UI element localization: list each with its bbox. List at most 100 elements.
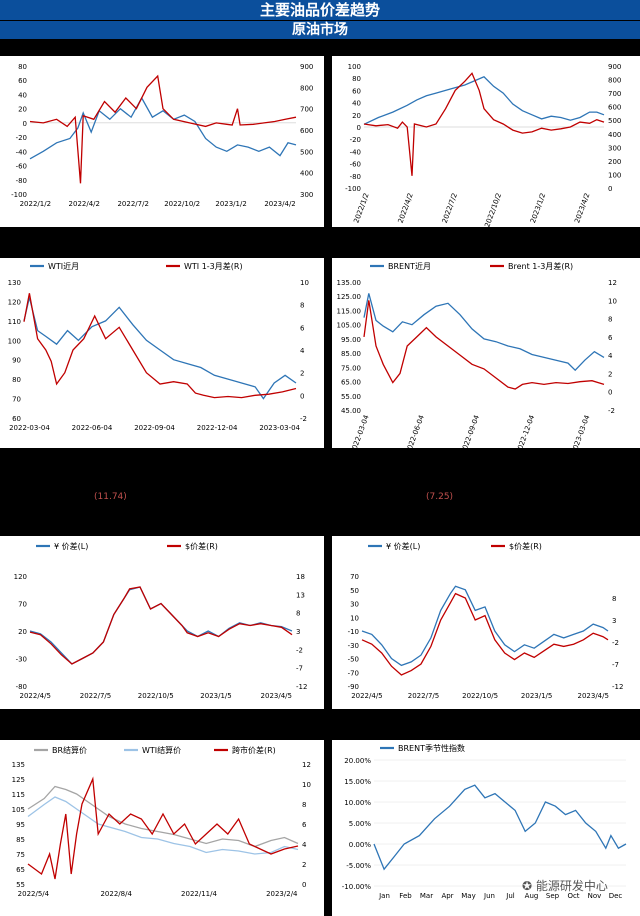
y2-tick-label: -7 — [296, 665, 303, 673]
y-tick-label: -60 — [350, 161, 361, 169]
x-tick-label: 2022-03-04 — [9, 424, 50, 432]
x-tick-label: Oct — [567, 892, 579, 900]
y2-tick-label: 3 — [296, 628, 300, 636]
x-tick-label: 2022/11/4 — [181, 890, 217, 898]
y-tick-label: 75 — [16, 851, 25, 859]
x-tick-label: May — [461, 892, 475, 900]
y-tick-label: -20 — [350, 136, 361, 144]
y2-tick-label: 400 — [608, 131, 621, 139]
y-tick-label: 20 — [352, 112, 361, 120]
x-tick-label: 2022-06-04 — [404, 413, 426, 448]
y-tick-label: -80 — [16, 683, 27, 691]
y-tick-label: 50 — [350, 587, 359, 595]
chart-panel-5: 120 70 20 -30 -80 18 13 8 3 -2 -7 -12 2022/4/5 2022/7… — [0, 536, 324, 709]
y2-tick-label: 2 — [302, 861, 306, 869]
y-tick-label: 85.00 — [341, 350, 361, 358]
x-tick-label: 2023/1/5 — [521, 692, 552, 700]
y2-tick-label: 800 — [608, 77, 621, 85]
y-tick-label: 125 — [12, 776, 25, 784]
y2-tick-label: 8 — [302, 801, 306, 809]
chart-panel-6: 70 50 30 10 -10 -30 -50 -70 -90 8 3 -2 -7 -12 2022/4/5… — [332, 536, 640, 709]
legend-label: BR结算价 — [52, 745, 87, 755]
x-tick-label: Jun — [483, 892, 495, 900]
legend-label: $价差(R) — [185, 541, 218, 551]
legend-label: WTI结算价 — [142, 745, 181, 755]
series-line-0 — [373, 784, 627, 871]
x-tick-label: 2023/1/2 — [215, 200, 246, 208]
x-tick-label: Sep — [546, 892, 560, 900]
chart-panel-4: 135.00 125.00 115.00 105.00 95.00 85.00 75.00 6… — [332, 258, 640, 448]
y2-tick-label: 6 — [608, 334, 613, 342]
x-tick-label: 2022-09-04 — [460, 413, 482, 448]
y-tick-label: -30 — [348, 642, 359, 650]
y-tick-label: 80 — [352, 75, 361, 83]
x-tick-label: Dec — [609, 892, 623, 900]
y-tick-label: -40 — [350, 148, 361, 156]
legend-label: Brent 1-3月差(R) — [508, 261, 573, 271]
y-tick-label: -80 — [350, 173, 361, 181]
y-tick-label: -100 — [345, 185, 361, 193]
x-tick-label: 2022-12-04 — [515, 413, 537, 448]
y-tick-label: 40 — [18, 91, 27, 99]
y-tick-label: 125.00 — [337, 293, 362, 301]
y-tick-label: -5.00% — [346, 862, 371, 870]
series-line-0 — [363, 76, 605, 125]
y2-tick-label: 10 — [300, 279, 309, 287]
x-tick-label: Apr — [441, 892, 453, 900]
y-tick-label: 45.00 — [341, 407, 361, 415]
y2-tick-label: 10 — [302, 781, 311, 789]
y-tick-label: 55 — [16, 881, 25, 889]
y2-tick-label: 2 — [608, 370, 612, 378]
y-tick-label: 120 — [14, 573, 27, 581]
y-tick-label: 100 — [348, 63, 361, 71]
y-tick-label: -90 — [348, 683, 359, 691]
legend-label: WTI 1-3月差(R) — [184, 261, 243, 271]
series-line-1 — [29, 586, 293, 665]
series-line-0 — [363, 293, 605, 372]
y-tick-label: -50 — [348, 656, 359, 664]
y2-tick-label: 400 — [300, 170, 313, 178]
y2-tick-label: -12 — [296, 683, 307, 691]
y2-tick-label: -12 — [612, 683, 623, 691]
chart-c6: 70 50 30 10 -10 -30 -50 -70 -90 8 3 -2 -7 -12 2022/4/5… — [348, 541, 624, 700]
series-line-1 — [361, 592, 609, 676]
y2-tick-label: 8 — [612, 595, 616, 603]
y2-tick-label: 600 — [300, 127, 313, 135]
y-tick-label: 0 — [23, 120, 27, 128]
x-tick-label: 2022/8/4 — [100, 890, 132, 898]
x-tick-label: 2022/5/4 — [18, 890, 50, 898]
x-tick-label: Feb — [399, 892, 412, 900]
chart-panel-7: 135 125 115 105 95 85 75 65 55 12 10 8 6 4 2 0 2022/5/4 2… — [0, 740, 324, 916]
x-tick-label: Aug — [525, 892, 539, 900]
x-tick-label: Jul — [505, 892, 515, 900]
y-tick-label: -20 — [16, 134, 27, 142]
legend-label: ¥ 价差(L) — [386, 541, 420, 551]
y2-tick-label: 0 — [608, 389, 612, 397]
series-line-0 — [361, 585, 609, 667]
y2-tick-label: 18 — [296, 573, 305, 581]
y2-tick-label: 0 — [302, 881, 306, 889]
x-tick-label: 2023/2/4 — [266, 890, 298, 898]
y2-tick-label: 4 — [302, 841, 307, 849]
y2-tick-label: 900 — [300, 63, 313, 71]
y-tick-label: 90 — [12, 357, 21, 365]
chart-panel-3: 130 120 110 100 90 80 70 60 10 8 6 4 2 0 -2 2022-03-04 2… — [0, 258, 324, 448]
x-tick-label: 2023-03-04 — [259, 424, 300, 432]
chart-c5: 120 70 20 -30 -80 18 13 8 3 -2 -7 -12 2022/4/5 2022/7… — [14, 541, 308, 700]
y-tick-label: 0.00% — [349, 841, 372, 849]
y-tick-label: 20.00% — [344, 757, 371, 765]
y-tick-label: 10.00% — [344, 799, 371, 807]
series-line-2 — [27, 776, 299, 880]
x-tick-label: Jan — [378, 892, 390, 900]
legend-label: BRENT季节性指数 — [398, 743, 465, 753]
x-tick-label: 2022-03-04 — [349, 413, 371, 448]
page-title: 主要油品价差趋势 — [0, 0, 640, 20]
x-tick-label: 2022/10/2 — [483, 192, 503, 227]
x-tick-label: 2023/1/2 — [529, 192, 547, 224]
series-line-0 — [23, 297, 297, 400]
y2-tick-label: 600 — [608, 104, 621, 112]
legend-label: WTI近月 — [48, 261, 79, 271]
y-tick-label: 120 — [8, 298, 21, 306]
chart-c3: 130 120 110 100 90 80 70 60 10 8 6 4 2 0 -2 2022-03-04 2… — [8, 261, 309, 432]
y-tick-label: 115 — [12, 791, 25, 799]
